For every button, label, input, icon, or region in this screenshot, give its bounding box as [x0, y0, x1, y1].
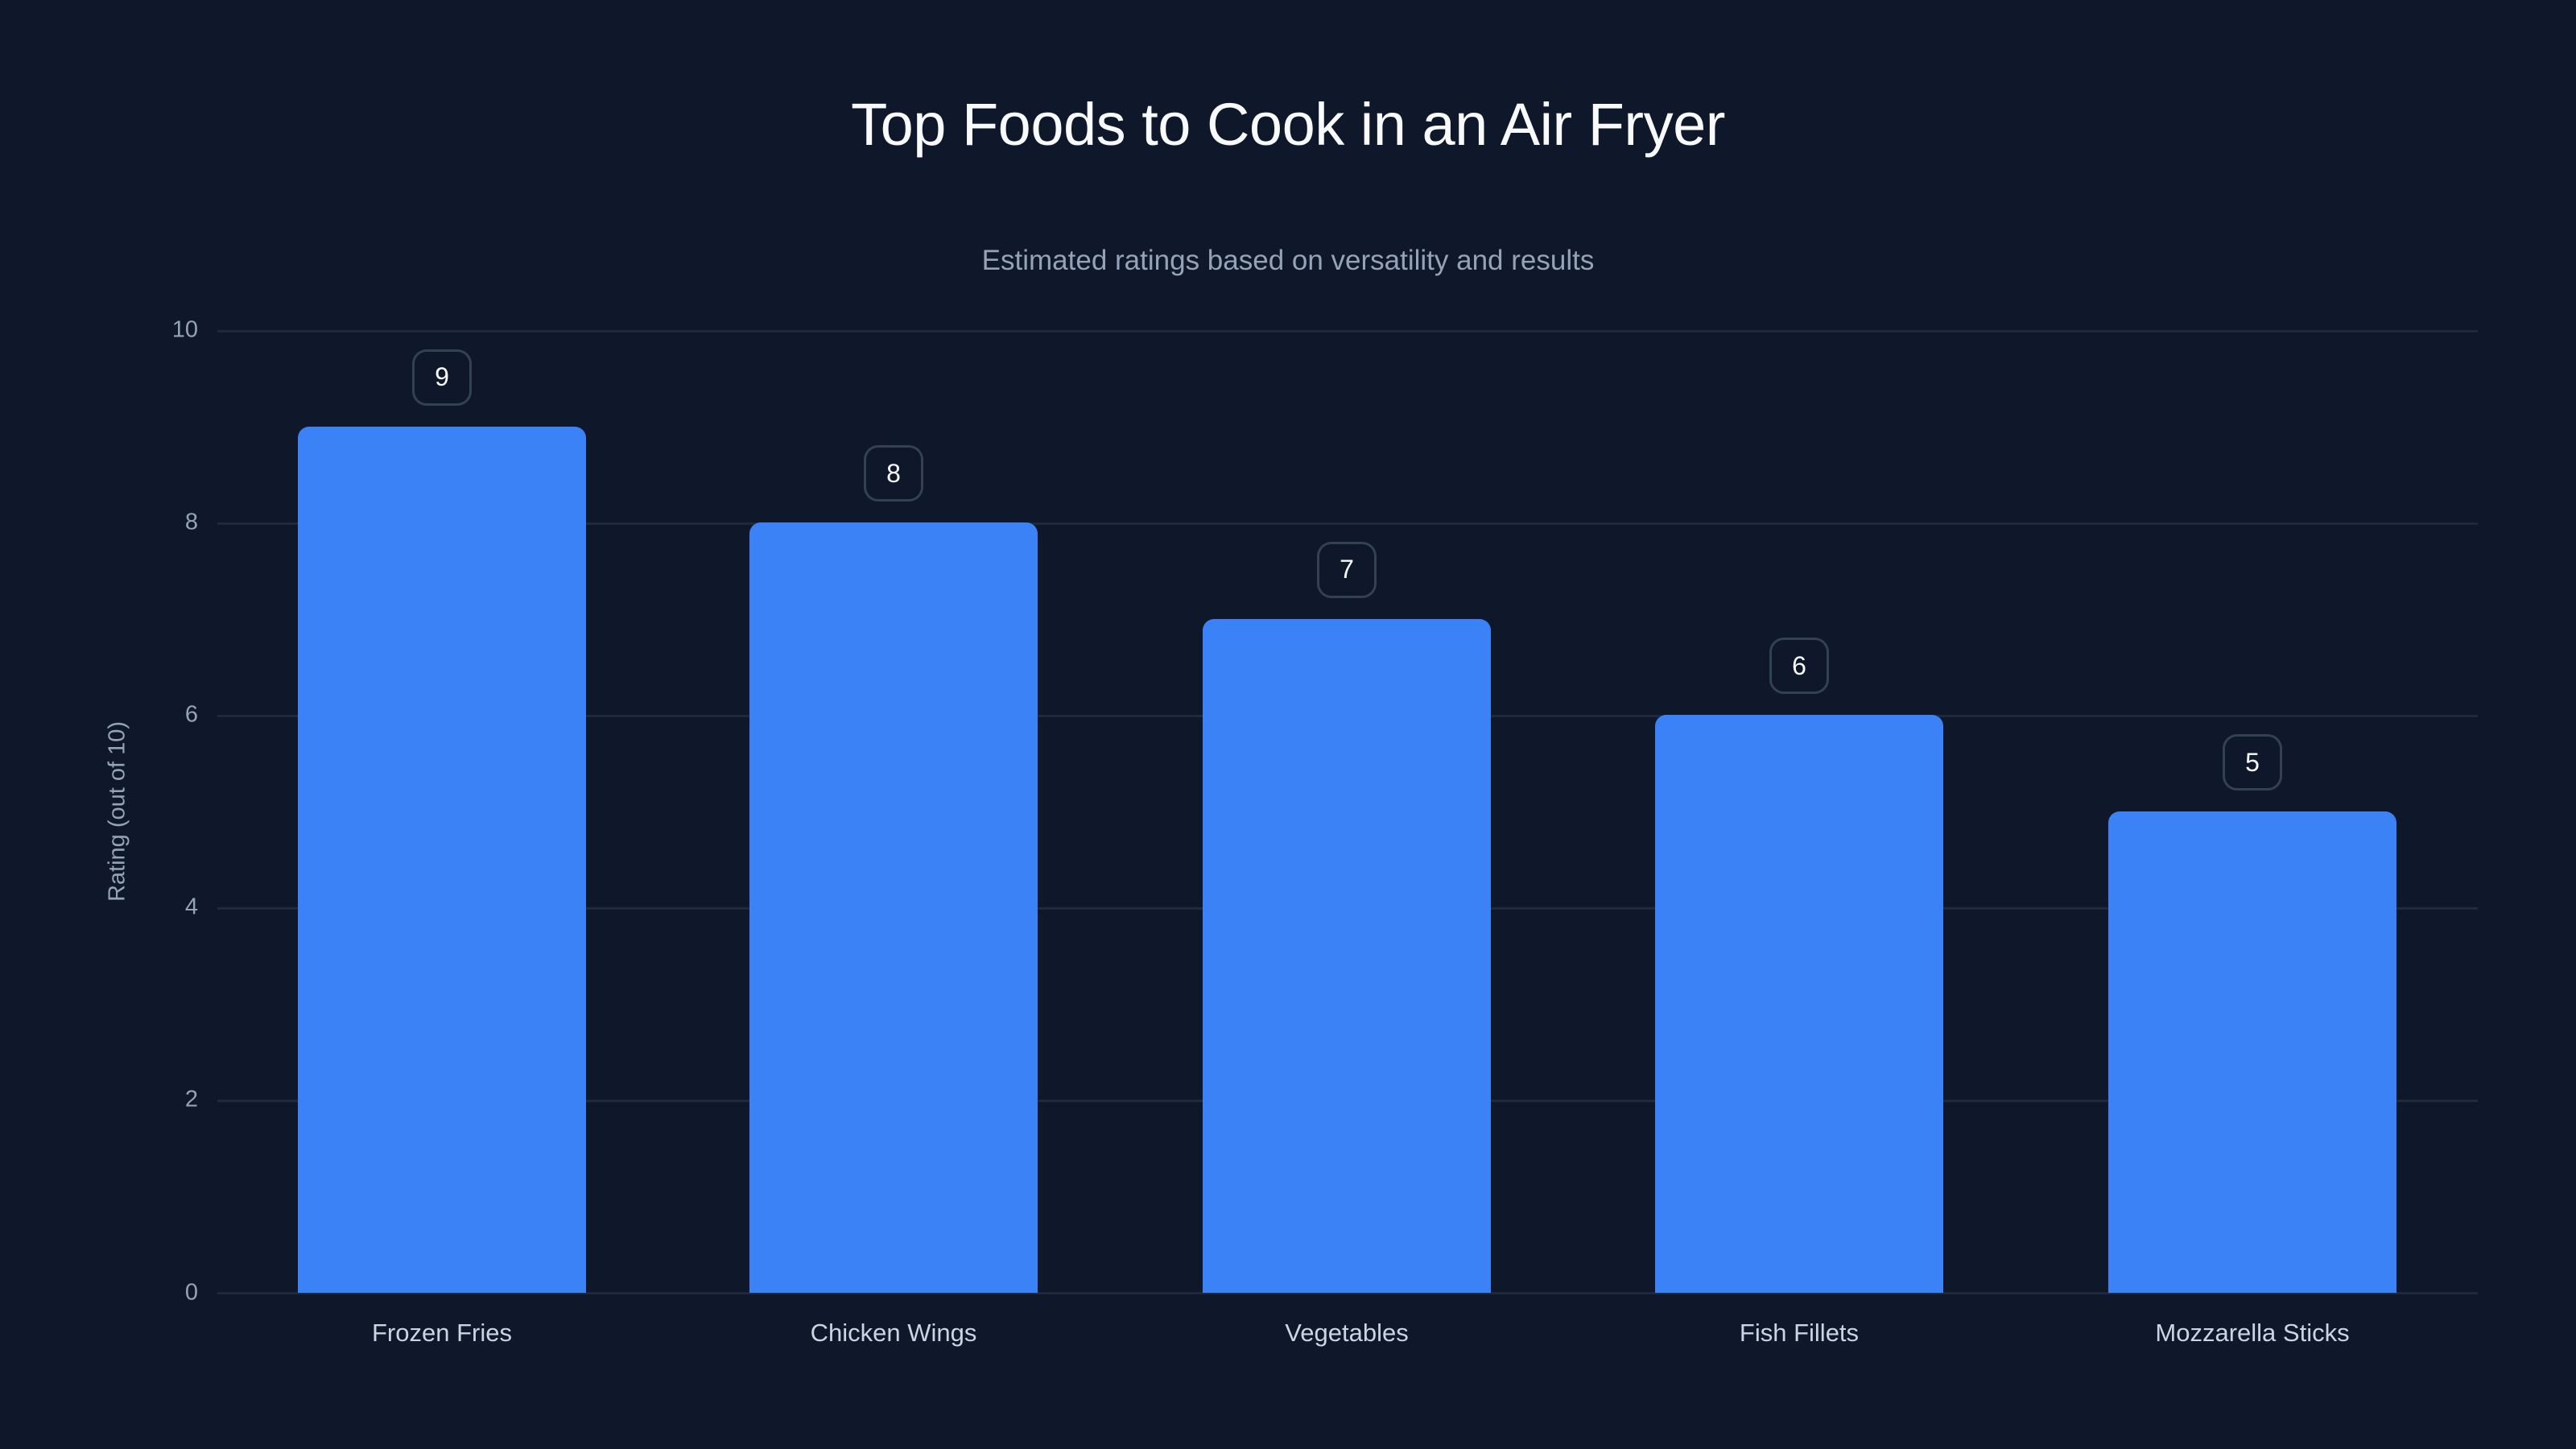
chart-title: Top Foods to Cook in an Air Fryer: [851, 91, 1725, 158]
y-tick: 6: [184, 701, 198, 728]
bar[interactable]: [298, 426, 586, 1293]
chart-subtitle: Estimated ratings based on versatility a…: [981, 245, 1595, 276]
x-tick-label: Fish Fillets: [1739, 1319, 1860, 1347]
bar[interactable]: [1203, 618, 1491, 1293]
data-label: 6: [1769, 638, 1829, 695]
x-tick-label: Frozen Fries: [372, 1319, 512, 1347]
data-label: 5: [2223, 734, 2282, 791]
gridline-10: [217, 330, 2478, 332]
bar[interactable]: [749, 522, 1038, 1293]
y-tick: 2: [184, 1086, 198, 1113]
data-label: 7: [1317, 541, 1377, 598]
y-tick: 10: [171, 316, 198, 343]
y-tick: 8: [184, 509, 198, 535]
x-tick-label: Mozzarella Sticks: [2155, 1319, 2350, 1347]
data-label: 9: [412, 349, 472, 406]
gridline-8: [217, 522, 2478, 525]
y-axis-label: Rating (out of 10): [104, 720, 130, 902]
x-tick-label: Vegetables: [1285, 1319, 1409, 1347]
gridline-0: [217, 1292, 2478, 1294]
bar[interactable]: [2108, 811, 2396, 1293]
y-tick: 0: [184, 1279, 198, 1306]
x-tick-label: Chicken Wings: [810, 1319, 977, 1347]
bar[interactable]: [1655, 715, 1943, 1293]
plot-area: 10 8 6 4 2 0 9 Frozen Fries 8 Chicken Wings…: [172, 317, 2478, 1347]
y-tick: 4: [184, 894, 198, 920]
data-label: 8: [864, 445, 923, 502]
